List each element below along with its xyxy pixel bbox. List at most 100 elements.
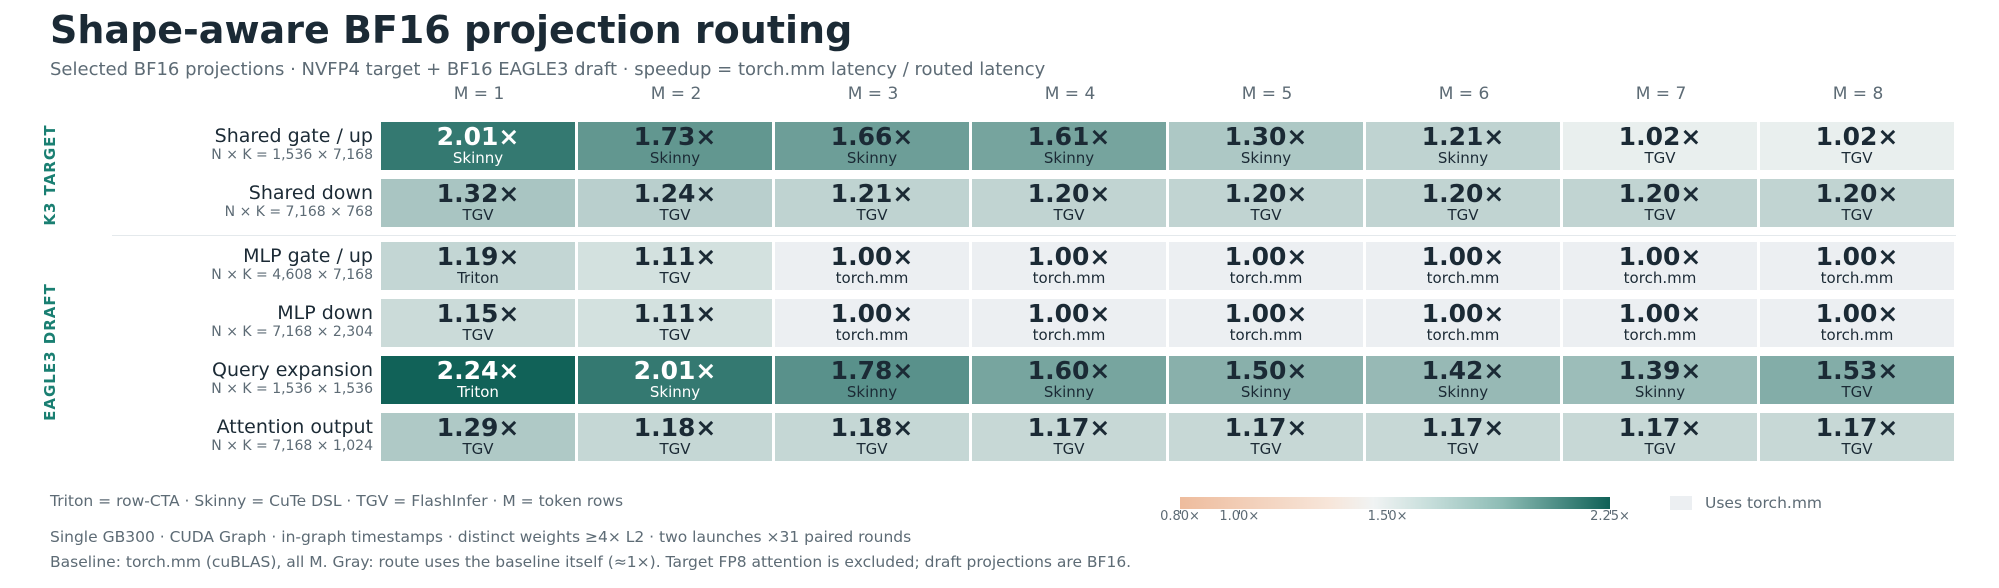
cell-backend: torch.mm (1623, 269, 1697, 287)
row-dims: N × K = 1,536 × 7,168 (211, 147, 373, 163)
cell-value: 1.00× (1618, 242, 1702, 271)
cell-backend: Skinny (1634, 383, 1686, 401)
heatmap-cell: 2.01× Skinny (381, 122, 575, 170)
cell-backend: TGV (659, 440, 691, 458)
cell-value: 1.00× (1618, 299, 1702, 328)
heatmap-cell: 1.17× TGV (1169, 413, 1363, 461)
cell-value: 1.18× (830, 413, 914, 442)
heatmap-cell: 1.20× TGV (1760, 179, 1954, 227)
heatmap-cell: 1.15× TGV (381, 299, 575, 347)
row-label: Shared gate / up N × K = 1,536 × 7,168 (120, 125, 373, 163)
cell-backend: torch.mm (1426, 269, 1500, 287)
heatmap-cell: 1.00× torch.mm (1169, 299, 1363, 347)
heatmap-cell: 1.53× TGV (1760, 356, 1954, 404)
heatmap-cell: 1.50× Skinny (1169, 356, 1363, 404)
cell-value: 1.39× (1618, 356, 1702, 385)
heatmap-cell: 1.00× torch.mm (1169, 242, 1363, 290)
setup-note: Single GB300 · CUDA Graph · in-graph tim… (50, 528, 912, 546)
cell-value: 1.21× (1421, 122, 1505, 151)
cell-backend: Skinny (846, 383, 898, 401)
cell-backend: torch.mm (1032, 326, 1106, 344)
cell-backend: TGV (1053, 440, 1085, 458)
baseline-note: Baseline: torch.mm (cuBLAS), all M. Gray… (50, 553, 1132, 571)
row-name: Attention output (216, 416, 373, 438)
cell-backend: TGV (1644, 149, 1676, 167)
cell-value: 2.01× (436, 122, 520, 151)
column-header: M = 3 (847, 84, 899, 104)
cell-value: 1.61× (1027, 122, 1111, 151)
colorbar-tick (1180, 510, 1181, 514)
cell-value: 1.15× (436, 299, 520, 328)
cell-value: 1.17× (1618, 413, 1702, 442)
cell-value: 1.32× (436, 179, 520, 208)
heatmap-cell: 1.00× torch.mm (1760, 242, 1954, 290)
cell-value: 1.21× (830, 179, 914, 208)
cell-backend: torch.mm (1820, 269, 1894, 287)
cell-value: 1.00× (1421, 242, 1505, 271)
heatmap-cell: 1.17× TGV (1563, 413, 1757, 461)
cell-backend: Skinny (846, 149, 898, 167)
cell-backend: Skinny (1240, 383, 1292, 401)
cell-backend: TGV (659, 326, 691, 344)
heatmap-cell: 1.21× Skinny (1366, 122, 1560, 170)
cell-backend: Skinny (649, 383, 701, 401)
row-name: Shared gate / up (214, 125, 373, 147)
cell-value: 1.60× (1027, 356, 1111, 385)
heatmap-cell: 1.18× TGV (578, 413, 772, 461)
cell-value: 1.73× (633, 122, 717, 151)
cell-value: 1.30× (1224, 122, 1308, 151)
cell-value: 1.20× (1815, 179, 1899, 208)
colorbar-tick (1387, 510, 1389, 514)
cell-backend: torch.mm (835, 269, 909, 287)
colorbar-tick-label: 2.25× (1590, 509, 1630, 524)
column-header: M = 7 (1635, 84, 1687, 104)
cell-backend: Skinny (1043, 383, 1095, 401)
heatmap-cell: 1.20× TGV (1563, 179, 1757, 227)
group-label: EAGLE3 DRAFT (41, 282, 59, 421)
cell-backend: TGV (856, 440, 888, 458)
heatmap-cell: 1.00× torch.mm (1563, 299, 1757, 347)
cell-backend: Skinny (452, 149, 504, 167)
heatmap-cell: 1.66× Skinny (775, 122, 969, 170)
group-divider (112, 235, 1956, 236)
cell-backend: Triton (457, 383, 499, 401)
cell-backend: TGV (1841, 149, 1873, 167)
cell-backend: Skinny (649, 149, 701, 167)
cell-value: 1.00× (1224, 242, 1308, 271)
cell-backend: TGV (1841, 383, 1873, 401)
cell-backend: torch.mm (1032, 269, 1106, 287)
row-label: Attention output N × K = 7,168 × 1,024 (120, 416, 373, 454)
cell-value: 1.17× (1224, 413, 1308, 442)
cell-value: 2.24× (436, 356, 520, 385)
cell-value: 1.11× (633, 299, 717, 328)
heatmap-cell: 1.00× torch.mm (1563, 242, 1757, 290)
colorbar (1180, 497, 1610, 509)
row-label: Shared down N × K = 7,168 × 768 (120, 182, 373, 220)
row-label: MLP down N × K = 7,168 × 2,304 (120, 302, 373, 340)
cell-value: 1.50× (1224, 356, 1308, 385)
column-header: M = 8 (1832, 84, 1884, 104)
cell-value: 1.17× (1421, 413, 1505, 442)
cell-value: 1.29× (436, 413, 520, 442)
heatmap-cell: 1.17× TGV (1760, 413, 1954, 461)
colorbar-tick (1610, 510, 1611, 514)
heatmap-cell: 1.11× TGV (578, 299, 772, 347)
cell-value: 1.24× (633, 179, 717, 208)
heatmap-cell: 1.78× Skinny (775, 356, 969, 404)
backend-legend-note: Triton = row-CTA · Skinny = CuTe DSL · T… (50, 492, 624, 510)
heatmap-cell: 1.20× TGV (1169, 179, 1363, 227)
cell-value: 1.66× (830, 122, 914, 151)
cell-backend: torch.mm (1426, 326, 1500, 344)
cell-value: 1.11× (633, 242, 717, 271)
heatmap-cell: 1.00× torch.mm (1366, 242, 1560, 290)
colorbar-tick (1239, 510, 1241, 514)
row-name: MLP gate / up (243, 245, 373, 267)
heatmap-cell: 1.20× TGV (1366, 179, 1560, 227)
heatmap-cell: 2.24× Triton (381, 356, 575, 404)
column-header: M = 1 (453, 84, 505, 104)
cell-value: 1.20× (1618, 179, 1702, 208)
row-name: Shared down (248, 182, 373, 204)
cell-value: 1.00× (830, 299, 914, 328)
cell-backend: Skinny (1437, 149, 1489, 167)
cell-backend: torch.mm (1623, 326, 1697, 344)
